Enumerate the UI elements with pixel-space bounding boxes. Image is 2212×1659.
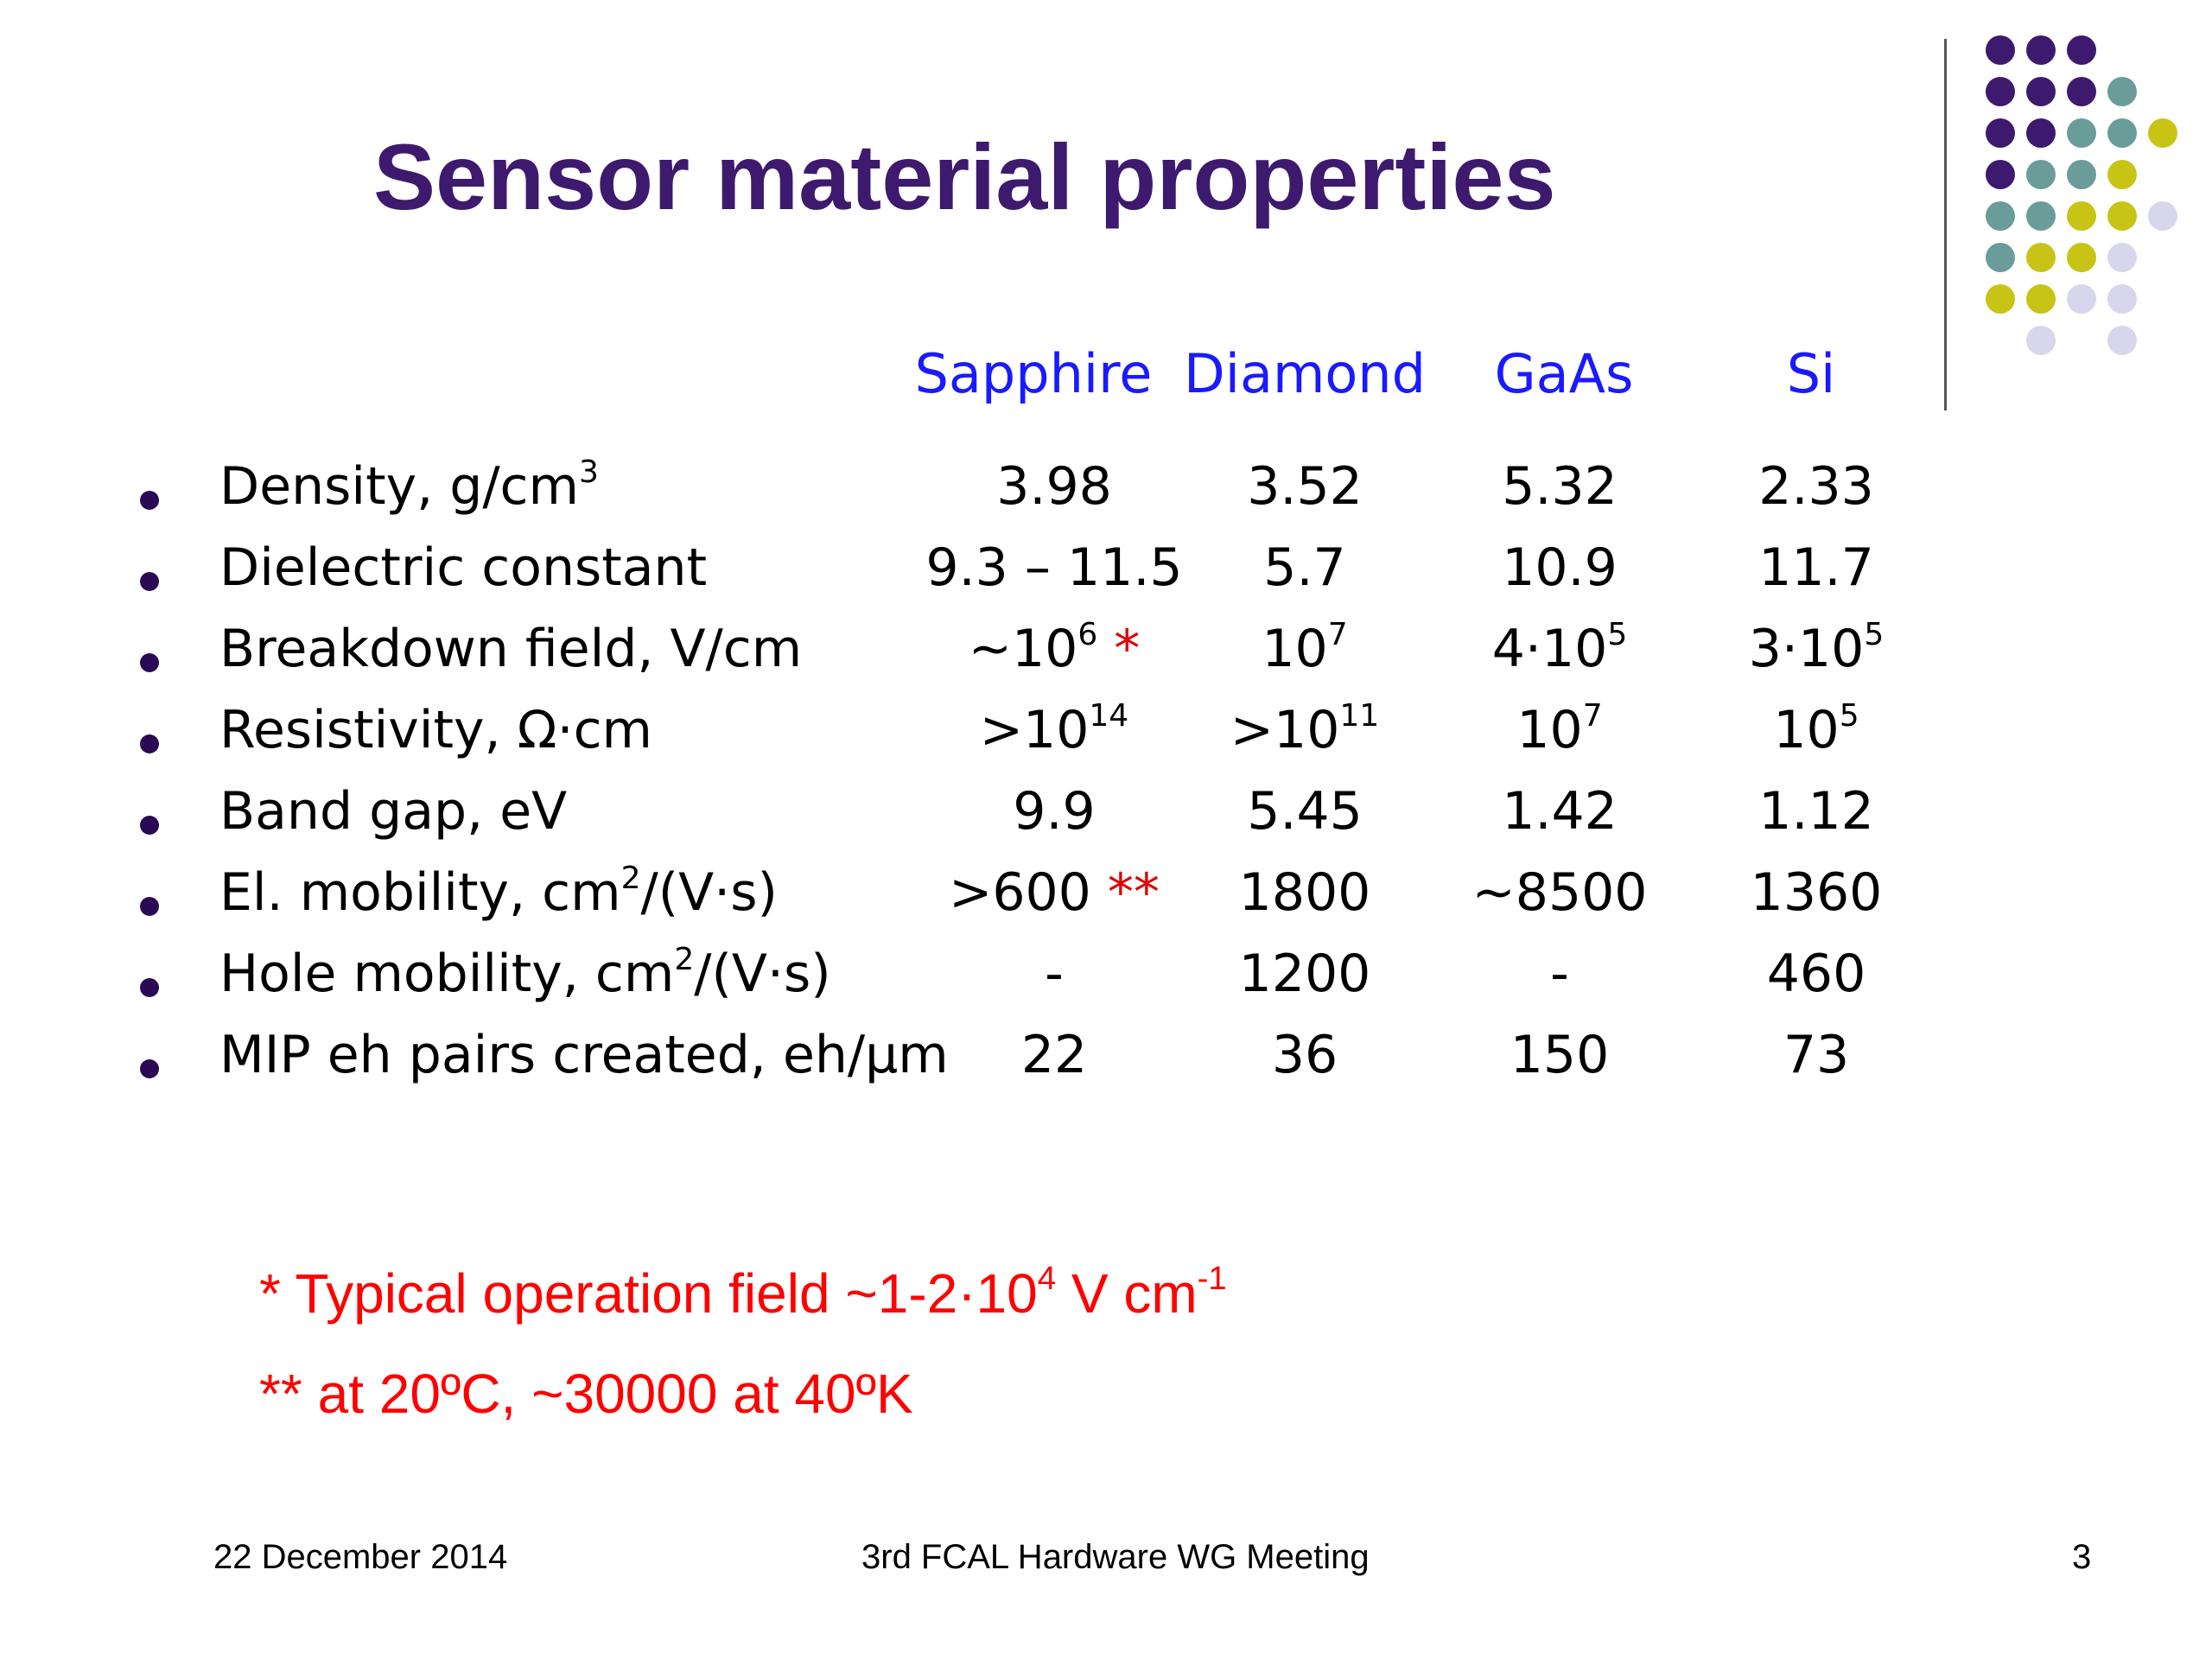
table-cell: 1800 [1238, 862, 1371, 923]
footnote-operation-field: * Typical operation field ~1-2·104 V cm-… [259, 1260, 1227, 1325]
table-cell: 107 [1262, 616, 1348, 679]
decorative-dot [2148, 201, 2177, 231]
decorative-dot [2026, 326, 2056, 355]
decorative-dot [2067, 160, 2096, 189]
column-header-si: Si [1786, 342, 1836, 405]
table-cell: 73 [1783, 1025, 1850, 1085]
table-cell: >1011 [1230, 697, 1380, 760]
column-header-sapphire: Sapphire [914, 342, 1153, 405]
table-cell: ~8500 [1471, 862, 1648, 923]
table-cell: 3·105 [1748, 616, 1885, 679]
decorative-dot [2107, 243, 2137, 272]
table-cell: 3.52 [1247, 456, 1363, 517]
table-cell: - [1045, 944, 1064, 1004]
decorative-dot [2107, 77, 2137, 106]
decorative-dot [2107, 326, 2137, 355]
decorative-dot [2026, 160, 2056, 189]
bullet-icon [140, 978, 159, 997]
decorative-dot [2067, 201, 2096, 231]
table-cell: 5.45 [1247, 781, 1363, 842]
row-label: Hole mobility, cm2/(V·s) [219, 941, 831, 1004]
bullet-icon [140, 734, 159, 753]
slide-title: Sensor material properties [373, 124, 1556, 229]
decorative-dot [1986, 118, 2015, 148]
bullet-icon [140, 572, 159, 591]
row-label: MIP eh pairs created, eh/μm [219, 1025, 949, 1085]
table-cell: 36 [1271, 1025, 1338, 1085]
row-label: Band gap, eV [219, 781, 568, 842]
table-cell: 1200 [1238, 944, 1371, 1004]
footnote-mobility: ** at 20ºC, ~30000 at 40ºK [259, 1363, 913, 1425]
row-label: Resistivity, Ω·cm [219, 700, 653, 760]
table-cell: 3.98 [996, 456, 1112, 517]
decorative-dot [2067, 243, 2096, 272]
table-cell: 9.3 – 11.5 [925, 537, 1183, 598]
decorative-dot [2067, 284, 2096, 314]
bullet-icon [140, 1059, 159, 1078]
decorative-dot [2067, 77, 2096, 106]
footer-event: 3rd FCAL Hardware WG Meeting [861, 1538, 1370, 1576]
table-cell: 150 [1510, 1025, 1610, 1085]
column-header-gaas: GaAs [1494, 342, 1634, 405]
bullet-icon [140, 491, 159, 510]
footer-date: 22 December 2014 [213, 1538, 508, 1576]
decorative-dot [1986, 201, 2015, 231]
decorative-dot [1986, 77, 2015, 106]
bullet-icon [140, 897, 159, 916]
row-label: Breakdown field, V/cm [219, 619, 803, 679]
table-cell: 1.12 [1758, 781, 1874, 842]
decorative-dot [2067, 118, 2096, 148]
table-cell: 4·105 [1491, 616, 1628, 679]
decorative-dot [2026, 201, 2056, 231]
table-cell: 1360 [1750, 862, 1883, 923]
table-cell: >1014 [979, 697, 1129, 760]
table-cell: 11.7 [1758, 537, 1874, 598]
table-cell: 2.33 [1758, 456, 1874, 517]
decorative-dot [2026, 243, 2056, 272]
decorative-dot [1986, 35, 2015, 65]
decorative-dot [2067, 35, 2096, 65]
decorative-dot [2107, 160, 2137, 189]
row-label: Dielectric constant [219, 537, 708, 598]
table-cell: 107 [1516, 697, 1603, 760]
table-cell: >600 ** [949, 862, 1160, 923]
table-cell: 105 [1773, 697, 1859, 760]
table-cell: 10.9 [1502, 537, 1618, 598]
decorative-dot [2107, 201, 2137, 231]
footer-page-number: 3 [2072, 1538, 2092, 1576]
decorative-dot [1986, 160, 2015, 189]
decorative-dot [1986, 284, 2015, 314]
bullet-icon [140, 816, 159, 835]
row-label: Density, g/cm3 [219, 454, 599, 517]
decorative-divider [1944, 39, 1947, 410]
decorative-dot [2107, 284, 2137, 314]
decorative-dot [2148, 118, 2177, 148]
table-cell: 22 [1020, 1025, 1088, 1085]
table-cell: 5.32 [1502, 456, 1618, 517]
table-cell: 1.42 [1502, 781, 1618, 842]
decorative-dot [2026, 284, 2056, 314]
row-label: El. mobility, cm2/(V·s) [219, 860, 778, 923]
decorative-dot [2026, 118, 2056, 148]
decorative-dot [2026, 35, 2056, 65]
table-cell: 460 [1766, 944, 1866, 1004]
table-cell: 5.7 [1263, 537, 1346, 598]
table-cell: - [1550, 944, 1569, 1004]
column-header-diamond: Diamond [1184, 342, 1426, 405]
decorative-dot [2107, 118, 2137, 148]
table-cell: ~106 * [968, 616, 1141, 679]
decorative-dot [1986, 243, 2015, 272]
bullet-icon [140, 653, 159, 672]
table-cell: 9.9 [1013, 781, 1096, 842]
decorative-dot [2026, 77, 2056, 106]
